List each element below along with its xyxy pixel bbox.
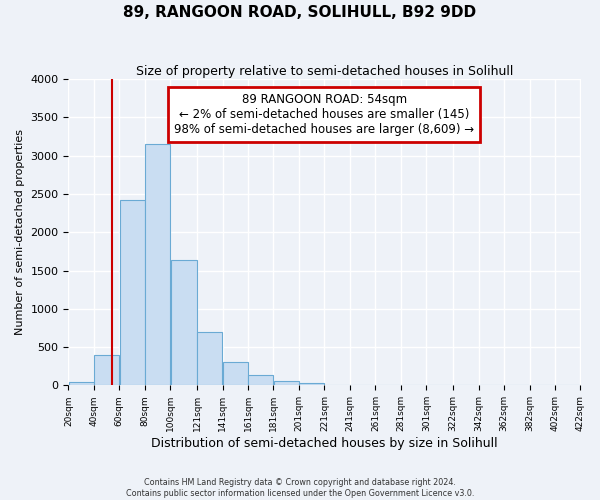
Bar [119, 200, 145, 386]
Bar [68, 382, 94, 386]
Bar [197, 332, 223, 386]
Bar [145, 144, 170, 386]
X-axis label: Distribution of semi-detached houses by size in Solihull: Distribution of semi-detached houses by … [151, 437, 498, 450]
Title: Size of property relative to semi-detached houses in Solihull: Size of property relative to semi-detach… [136, 65, 513, 78]
Bar [94, 356, 119, 386]
Bar [170, 260, 197, 386]
Y-axis label: Number of semi-detached properties: Number of semi-detached properties [15, 130, 25, 336]
Text: 89, RANGOON ROAD, SOLIHULL, B92 9DD: 89, RANGOON ROAD, SOLIHULL, B92 9DD [124, 5, 476, 20]
Bar [223, 362, 248, 386]
Text: Contains HM Land Registry data © Crown copyright and database right 2024.
Contai: Contains HM Land Registry data © Crown c… [126, 478, 474, 498]
Bar [248, 374, 274, 386]
Bar [274, 381, 299, 386]
Bar [299, 383, 324, 386]
Text: 89 RANGOON ROAD: 54sqm
← 2% of semi-detached houses are smaller (145)
98% of sem: 89 RANGOON ROAD: 54sqm ← 2% of semi-deta… [175, 93, 475, 136]
